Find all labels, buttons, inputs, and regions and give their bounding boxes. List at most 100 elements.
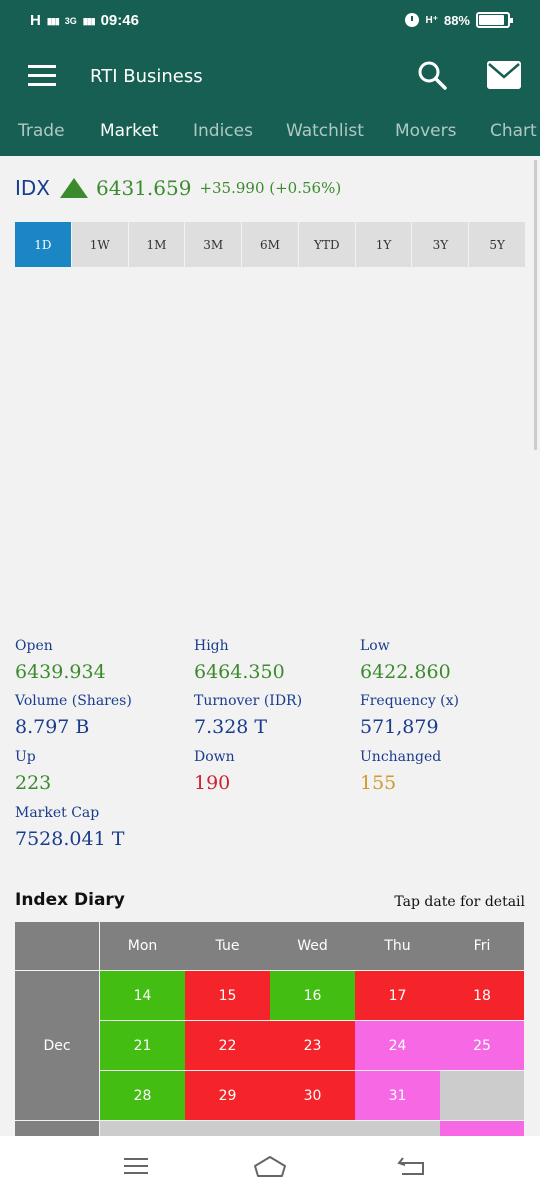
diary-month-label-next [15, 1121, 99, 1136]
app-bar: RTI Business [0, 42, 540, 112]
diary-date-cell[interactable]: 17 [355, 971, 440, 1020]
diary-date-cell[interactable]: 29 [185, 1071, 270, 1120]
index-summary: IDX 6431.659 +35.990 (+0.56%) [15, 176, 341, 200]
stat-up: Up 223 [15, 749, 51, 794]
period-1d[interactable]: 1D [15, 222, 71, 267]
stat-frequency-value: 571,879 [360, 716, 439, 738]
period-1y[interactable]: 1Y [355, 222, 412, 267]
tab-bar: Trade Market Indices Watchlist Movers Ch… [0, 112, 540, 156]
network-type-label: 3G [64, 15, 77, 26]
signal-icon: ▮▮▮ [46, 15, 60, 26]
tab-trade[interactable]: Trade [18, 121, 65, 141]
diary-date-cell[interactable]: 23 [270, 1021, 355, 1070]
signal-icon-2: ▮▮▮ [82, 15, 96, 26]
stat-unchanged-label: Unchanged [360, 749, 442, 765]
diary-date-cell[interactable]: 21 [100, 1021, 185, 1070]
diary-date-cell[interactable]: 31 [355, 1071, 440, 1120]
stat-frequency: Frequency (x) 571,879 [360, 693, 459, 738]
signal-h-label: H [30, 12, 41, 29]
diary-date-cell[interactable] [270, 1121, 355, 1136]
alarm-icon [405, 13, 420, 27]
mail-icon[interactable] [487, 61, 521, 89]
stat-up-value: 223 [15, 772, 52, 794]
battery-icon [476, 12, 513, 28]
scrollbar[interactable] [534, 160, 537, 450]
clock: 09:46 [100, 12, 139, 29]
battery-level [479, 15, 504, 25]
stat-low-label: Low [360, 638, 390, 654]
diary-date-cell[interactable]: 15 [185, 971, 270, 1020]
stat-volume: Volume (Shares) 8.797 B [15, 693, 132, 738]
menu-icon[interactable] [28, 65, 56, 87]
status-right: H⁺ 88% [405, 12, 513, 28]
status-left: H ▮▮▮ 3G ▮▮▮ 09:46 [30, 12, 139, 29]
diary-date-cell[interactable]: 22 [185, 1021, 270, 1070]
back-icon[interactable] [397, 1154, 427, 1178]
tab-market[interactable]: Market [100, 121, 159, 141]
period-1w[interactable]: 1W [71, 222, 128, 267]
diary-date-cell[interactable] [100, 1121, 185, 1136]
system-nav-bar [0, 1136, 540, 1200]
diary-empty-cell [440, 1071, 524, 1120]
stat-up-label: Up [15, 749, 36, 765]
stat-market-cap: Market Cap 7528.041 T [15, 805, 124, 850]
tab-chart[interactable]: Chart [490, 121, 537, 141]
period-3y[interactable]: 3Y [412, 222, 469, 267]
index-change: +35.990 (+0.56%) [199, 179, 342, 197]
period-ytd[interactable]: YTD [298, 222, 355, 267]
diary-day-header: Fri [440, 922, 524, 970]
stat-turnover-label: Turnover (IDR) [194, 693, 303, 709]
stat-low-value: 6422.860 [360, 661, 451, 683]
app-title: RTI Business [90, 66, 203, 87]
stat-frequency-label: Frequency (x) [360, 693, 459, 709]
home-icon[interactable] [252, 1154, 288, 1180]
period-6m[interactable]: 6M [242, 222, 298, 267]
stat-volume-label: Volume (Shares) [15, 693, 132, 709]
index-diary-grid: Mon Tue Wed Thu Fri Dec 14 15 16 17 18 21 22 23 24 25 28… [15, 922, 525, 1136]
stat-unchanged-value: 155 [360, 772, 397, 794]
battery-percent: 88% [443, 12, 470, 28]
stat-open-value: 6439.934 [15, 661, 106, 683]
diary-date-cell[interactable]: 16 [270, 971, 355, 1020]
diary-corner [15, 922, 99, 970]
diary-hint: Tap date for detail [394, 894, 525, 910]
index-value: 6431.659 [96, 176, 192, 200]
stat-open: Open 6439.934 [15, 638, 106, 683]
stat-high: High 6464.350 [194, 638, 285, 683]
period-5y[interactable]: 5Y [469, 222, 526, 267]
diary-date-cell[interactable]: 25 [440, 1021, 524, 1070]
diary-day-header: Thu [355, 922, 440, 970]
stat-down-value: 190 [194, 772, 231, 794]
diary-day-header: Wed [270, 922, 355, 970]
diary-day-header: Tue [185, 922, 270, 970]
diary-date-cell[interactable] [440, 1121, 524, 1136]
stat-high-value: 6464.350 [194, 661, 285, 683]
data-indicator: H⁺ [425, 14, 438, 26]
diary-date-cell[interactable]: 14 [100, 971, 185, 1020]
period-3m[interactable]: 3M [185, 222, 242, 267]
stat-market-cap-label: Market Cap [15, 805, 100, 821]
tab-watchlist[interactable]: Watchlist [286, 121, 364, 141]
diary-date-cell[interactable]: 24 [355, 1021, 440, 1070]
recents-icon[interactable] [122, 1154, 150, 1178]
stat-down: Down 190 [194, 749, 235, 794]
diary-month-label: Dec [15, 971, 99, 1120]
diary-date-cell[interactable]: 30 [270, 1071, 355, 1120]
stat-market-cap-value: 7528.041 T [15, 828, 125, 850]
index-name: IDX [15, 176, 50, 200]
stat-low: Low 6422.860 [360, 638, 451, 683]
stat-open-label: Open [15, 638, 53, 654]
stat-high-label: High [194, 638, 229, 654]
stat-turnover-value: 7.328 T [194, 716, 268, 738]
diary-date-cell[interactable]: 18 [440, 971, 524, 1020]
tab-movers[interactable]: Movers [395, 121, 457, 141]
diary-date-cell[interactable]: 28 [100, 1071, 185, 1120]
triangle-up-icon [60, 178, 88, 198]
period-1m[interactable]: 1M [128, 222, 185, 267]
stat-down-label: Down [194, 749, 235, 765]
search-icon[interactable] [416, 59, 448, 91]
status-bar: H ▮▮▮ 3G ▮▮▮ 09:46 H⁺ 88% [0, 0, 540, 42]
tab-indices[interactable]: Indices [193, 121, 253, 141]
diary-date-cell[interactable] [185, 1121, 270, 1136]
diary-date-cell[interactable] [355, 1121, 440, 1136]
